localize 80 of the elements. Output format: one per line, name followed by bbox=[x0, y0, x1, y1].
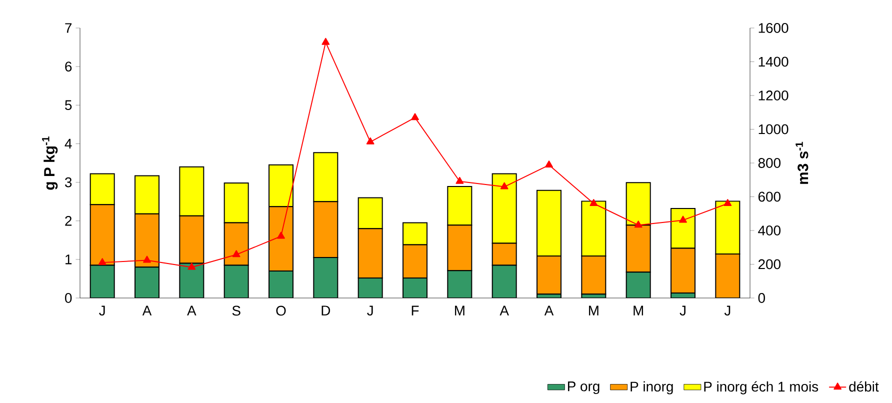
y2-tick-label: 1000 bbox=[758, 124, 788, 134]
point bbox=[188, 262, 196, 270]
bar bbox=[313, 201, 338, 258]
x-tick-label: D bbox=[322, 306, 330, 316]
bar bbox=[134, 266, 160, 298]
bar bbox=[715, 254, 740, 298]
bar bbox=[492, 264, 517, 298]
legend-label: P inorg bbox=[630, 381, 673, 394]
point bbox=[277, 232, 285, 239]
legend-label: P org bbox=[568, 382, 600, 394]
point bbox=[590, 199, 598, 206]
y2-tick-label: 800 bbox=[758, 158, 781, 168]
x-tick-label: O bbox=[276, 306, 286, 316]
x-tick-label: J bbox=[680, 306, 686, 316]
x-tick-label: A bbox=[544, 306, 554, 316]
bar bbox=[402, 222, 428, 246]
y-tick-label: 4 bbox=[64, 138, 72, 149]
bar bbox=[268, 206, 294, 272]
point bbox=[411, 113, 419, 120]
legend-label: débit bbox=[849, 381, 879, 392]
point bbox=[143, 256, 151, 263]
point bbox=[98, 258, 106, 266]
x-tick-label: J bbox=[367, 306, 373, 316]
bar bbox=[447, 224, 472, 272]
point bbox=[456, 176, 464, 184]
point bbox=[545, 160, 553, 168]
point bbox=[366, 137, 374, 144]
point bbox=[322, 38, 330, 45]
x-tick-label: A bbox=[500, 306, 509, 316]
bar bbox=[313, 257, 338, 298]
y2-axis-title: m3 s$^{-1}$ bbox=[796, 142, 808, 184]
y-tick-label: 1 bbox=[66, 254, 72, 264]
x-tick-label: S bbox=[232, 306, 240, 316]
y-tick-label: 5 bbox=[65, 100, 72, 110]
bar bbox=[670, 248, 696, 294]
bar bbox=[581, 255, 606, 295]
bar bbox=[358, 277, 383, 298]
bar bbox=[626, 272, 651, 298]
y-tick-label: 7 bbox=[65, 23, 72, 33]
y2-tick-label: 1600 bbox=[758, 23, 788, 33]
bar bbox=[179, 215, 204, 264]
bar bbox=[402, 244, 428, 278]
bar bbox=[90, 264, 115, 298]
bar bbox=[224, 222, 249, 266]
bar bbox=[134, 213, 160, 268]
y2-tick-label: 1400 bbox=[758, 56, 788, 67]
y2-tick-label: 0 bbox=[758, 293, 765, 303]
bar bbox=[670, 208, 696, 249]
legend-label: P inorg éch 1 mois bbox=[704, 381, 818, 394]
y2-tick-label: 400 bbox=[758, 226, 781, 236]
y2-tick-label: 200 bbox=[758, 259, 781, 270]
bar bbox=[224, 264, 249, 298]
bar bbox=[536, 255, 562, 295]
bar bbox=[90, 204, 115, 266]
point bbox=[634, 220, 642, 228]
y-tick-label: 2 bbox=[65, 216, 72, 226]
bar bbox=[402, 277, 428, 298]
x-tick-label: J bbox=[724, 306, 730, 316]
bar bbox=[447, 270, 472, 298]
point bbox=[500, 182, 508, 190]
bar bbox=[492, 242, 517, 266]
x-tick-label: F bbox=[412, 306, 419, 316]
y2-tick-label: 1200 bbox=[758, 90, 788, 100]
x-tick-label: J bbox=[99, 306, 105, 316]
y-axis-title: g P kg$^{-1}$ bbox=[42, 136, 58, 190]
x-tick-label: M bbox=[589, 306, 598, 316]
x-tick-label: M bbox=[634, 306, 644, 316]
x-tick-label: A bbox=[187, 306, 196, 316]
bar bbox=[626, 224, 651, 273]
point bbox=[679, 216, 687, 223]
bar bbox=[268, 270, 294, 298]
point bbox=[724, 199, 732, 206]
y-tick-label: 3 bbox=[65, 177, 72, 188]
y-tick-label: 0 bbox=[65, 293, 72, 303]
x-tick-label: A bbox=[142, 306, 152, 316]
bar bbox=[358, 228, 383, 278]
y2-tick-label: 600 bbox=[758, 192, 781, 202]
y-tick-label: 6 bbox=[65, 62, 72, 72]
point bbox=[232, 250, 240, 258]
x-tick-label: M bbox=[455, 306, 464, 316]
